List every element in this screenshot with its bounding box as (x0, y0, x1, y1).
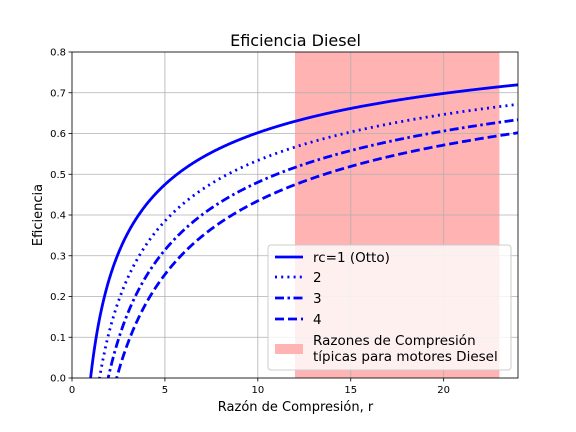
legend-label-3: 3 (313, 291, 322, 307)
y-tick-label: 0.4 (50, 211, 66, 222)
series-line-3 (106, 118, 518, 378)
series-line-1 (89, 83, 518, 378)
legend-label-2: 2 (313, 270, 322, 286)
legend-label-shaded: Razones de Compresión típicas para motore… (313, 333, 498, 365)
x-tick-label: 10 (251, 385, 264, 396)
x-tick-label: 5 (162, 385, 168, 396)
y-tick-label: 0.7 (50, 88, 66, 99)
x-tick-label: 20 (437, 385, 450, 396)
y-tick-label: 0.2 (50, 292, 66, 303)
y-tick-label: 0.8 (50, 48, 66, 59)
legend-swatch-shaded (275, 344, 303, 354)
y-tick-label: 0.1 (50, 333, 66, 344)
x-tick-label: 15 (344, 385, 357, 396)
chart-title: Eficiencia Diesel (230, 31, 361, 50)
legend-label-1: rc=1 (Otto) (313, 250, 390, 266)
x-tick-label: 0 (69, 385, 75, 396)
y-tick-label: 0.6 (50, 129, 66, 140)
y-tick-label: 0.0 (50, 374, 66, 385)
legend-box (267, 244, 512, 371)
y-tick-label: 0.3 (50, 251, 66, 262)
y-axis-label: Eficiencia (31, 184, 46, 246)
series-line-4 (115, 131, 518, 378)
y-tick-label: 0.5 (50, 170, 66, 181)
legend: rc=1 (Otto) 2 3 4 Razones de Compresión típic… (267, 244, 512, 371)
x-axis-label: Razón de Compresión, r (218, 400, 374, 415)
legend-label-4: 4 (313, 312, 322, 328)
